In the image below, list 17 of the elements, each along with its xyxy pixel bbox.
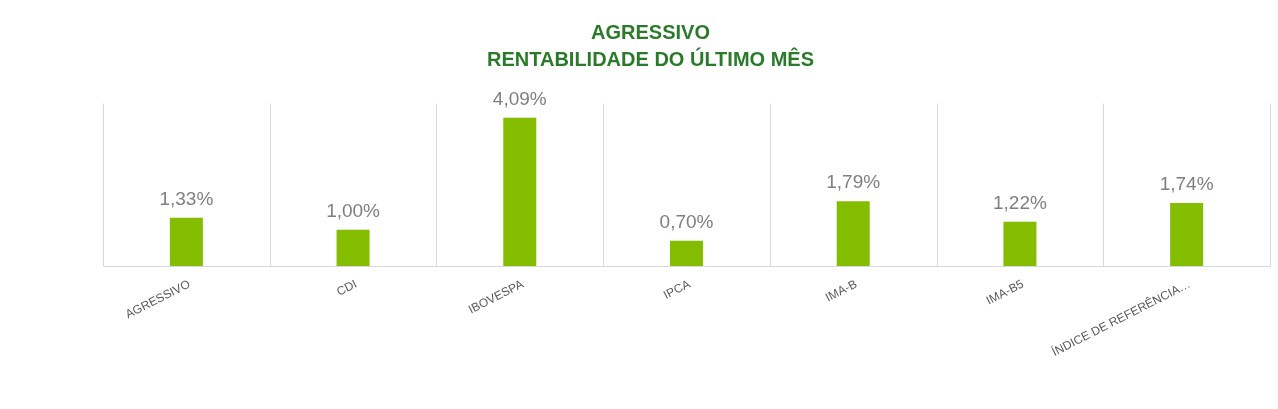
bar [1170, 202, 1204, 266]
bar [670, 240, 703, 266]
data-label: 1,00% [326, 199, 381, 221]
bar [503, 117, 537, 266]
chart-title: AGRESSIVO RENTABILIDADE DO ÚLTIMO MÊS [486, 20, 815, 70]
x-tick-label: CDI [334, 276, 360, 299]
bar [836, 201, 870, 266]
bar [336, 229, 370, 266]
x-tick-label: IPCA [661, 276, 693, 302]
data-label: 1,22% [992, 191, 1047, 213]
bar [169, 217, 203, 266]
data-label: 0,70% [659, 210, 714, 232]
data-label: 1,74% [1159, 172, 1214, 194]
data-label: 4,09% [492, 87, 547, 109]
data-label: 1,33% [159, 187, 214, 209]
data-label: 1,79% [826, 171, 881, 193]
bar [1003, 221, 1037, 266]
